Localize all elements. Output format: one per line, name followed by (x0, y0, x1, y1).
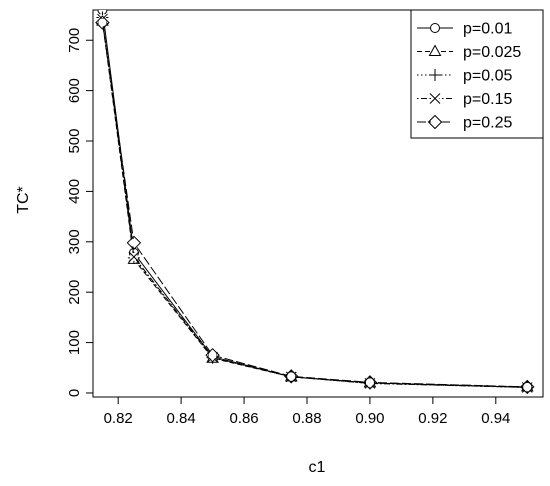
legend-label: p=0.25 (463, 115, 512, 132)
x-tick-label: 0.84 (167, 410, 196, 427)
y-tick-label: 500 (66, 129, 83, 154)
marker-gap (129, 238, 138, 247)
series-layer (95, 10, 535, 395)
series-p=0.25 (95, 15, 535, 395)
marker-gap (287, 372, 296, 381)
marker-gap (431, 24, 439, 32)
data-point (128, 251, 140, 263)
legend-label: p=0.15 (463, 91, 512, 108)
x-axis: 0.82 0.84 0.86 0.88 0.90 0.92 0.94 (104, 397, 510, 427)
data-point (126, 235, 142, 251)
legend-marker (429, 93, 441, 104)
marker-gap (365, 378, 374, 387)
legend-marker (430, 23, 440, 33)
marker-gap (523, 382, 532, 391)
y-axis: 0 100 200 300 400 500 600 700 (66, 28, 93, 397)
legend-item: p=0.025 (417, 44, 521, 61)
data-point (362, 375, 378, 390)
data-point (284, 369, 299, 384)
x-tick-label: 0.94 (481, 410, 510, 427)
legend-label: p=0.025 (463, 44, 521, 61)
legend-item: p=0.15 (417, 91, 512, 108)
legend-label: p=0.01 (463, 21, 512, 38)
legend-marker (428, 44, 442, 56)
x-tick-label: 0.86 (229, 410, 258, 427)
y-tick-label: 700 (66, 28, 83, 53)
y-tick-label: 0 (66, 389, 83, 397)
y-tick-label: 400 (66, 179, 83, 204)
legend-label: p=0.05 (463, 68, 512, 85)
x-tick-label: 0.88 (292, 410, 321, 427)
y-tick-label: 300 (66, 229, 83, 254)
legend: p=0.01 p=0.025 p=0.05 p=0.15 p=0.25 (410, 9, 544, 139)
marker-gap (98, 18, 107, 27)
y-tick-label: 600 (66, 78, 83, 103)
series-line (101, 22, 528, 388)
legend-item: p=0.05 (417, 68, 512, 85)
legend-marker (429, 69, 441, 81)
y-tick-label: 200 (66, 280, 83, 305)
y-tick-label: 100 (66, 330, 83, 355)
legend-marker (427, 114, 443, 130)
marker-gap (208, 351, 217, 360)
x-tick-label: 0.90 (355, 410, 384, 427)
legend-item: p=0.25 (417, 115, 512, 132)
plot-frame (92, 9, 544, 398)
legend-item: p=0.01 (417, 21, 512, 38)
x-tick-label: 0.82 (104, 410, 133, 427)
series-line (101, 19, 528, 388)
x-tick-label: 0.92 (418, 410, 447, 427)
data-point (95, 15, 110, 30)
x-axis-title: c1 (309, 459, 326, 476)
y-axis-title: TC* (15, 186, 32, 214)
data-point (205, 347, 220, 363)
marker-gap (431, 118, 439, 126)
data-point (520, 379, 535, 395)
